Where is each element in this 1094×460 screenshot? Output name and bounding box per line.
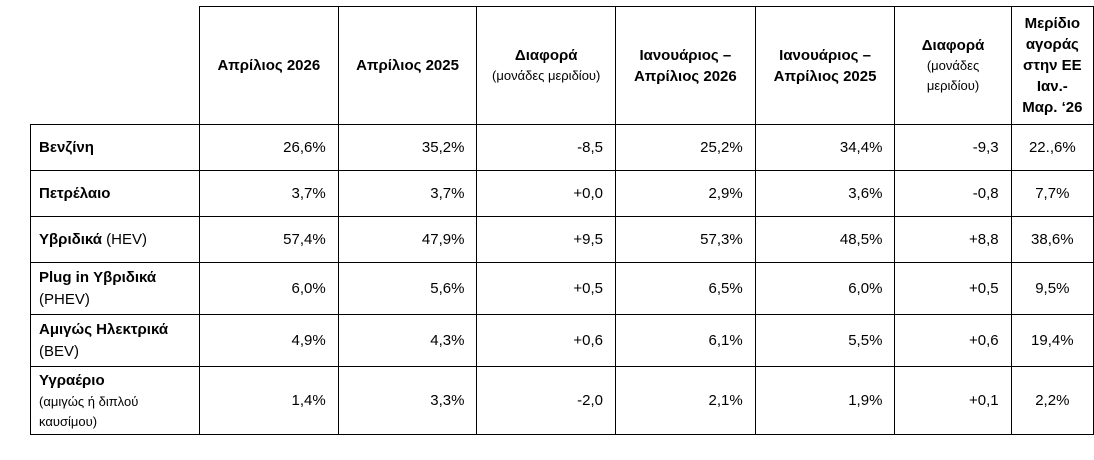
table-cell: 19,4% <box>1010 314 1094 367</box>
row-label-main: Βενζίνη <box>39 138 94 156</box>
row-label-main: Υγραέριο <box>39 371 105 389</box>
table-cell: 7,7% <box>1010 170 1094 217</box>
table-cell: +0,1 <box>894 366 1012 435</box>
table-cell: +0,0 <box>476 170 616 217</box>
table-row: Υβριδικά (HEV) 57,4% 47,9% +9,5 57,3% 48,5% +8… <box>30 216 1094 263</box>
header-april-2025: Απρίλιος 2025 <box>337 6 478 125</box>
row-label: Βενζίνη <box>30 124 200 171</box>
header-difference-note: (μονάδες μεριδίου) <box>926 58 980 93</box>
header-row: Απρίλιος 2026 Απρίλιος 2025 Διαφορά (μονά… <box>30 6 1094 125</box>
row-label: Υγραέριο (αμιγώς ή διπλού καυσίμου) <box>30 366 200 435</box>
table-cell: 2,9% <box>614 170 756 217</box>
table-cell: 1,4% <box>198 366 339 435</box>
table-cell: -9,3 <box>894 124 1012 171</box>
table-cell: 48,5% <box>754 216 896 263</box>
table-cell: 3,6% <box>754 170 896 217</box>
row-label-main: Υβριδικά <box>39 230 102 248</box>
header-april-2026: Απρίλιος 2026 <box>198 6 339 125</box>
table-cell: 22.,6% <box>1010 124 1094 171</box>
table-cell: 6,1% <box>614 314 756 367</box>
table-row: Plug in Υβριδικά (PHEV) 6,0% 5,6% +0,5 6,5% 6,… <box>30 262 1094 315</box>
table-cell: 6,0% <box>198 262 339 315</box>
table-cell: 3,3% <box>337 366 478 435</box>
row-label: Πετρέλαιο <box>30 170 200 217</box>
table-row: Πετρέλαιο 3,7% 3,7% +0,0 2,9% 3,6% -0,8 7,7% <box>30 170 1094 217</box>
table-cell: 57,4% <box>198 216 339 263</box>
table-cell: +8,8 <box>894 216 1012 263</box>
table-cell: 9,5% <box>1010 262 1094 315</box>
table-cell: 1,9% <box>754 366 896 435</box>
table-cell: 3,7% <box>198 170 339 217</box>
table-row: Αμιγώς Ηλεκτρικά (BEV) 4,9% 4,3% +0,6 6,1% 5,5… <box>30 314 1094 367</box>
row-label-main: Αμιγώς Ηλεκτρικά <box>39 320 169 338</box>
table-cell: +0,6 <box>476 314 616 367</box>
table-cell: 47,9% <box>337 216 478 263</box>
table-cell: -2,0 <box>476 366 616 435</box>
row-label: Plug in Υβριδικά (PHEV) <box>30 262 200 315</box>
market-share-table: Απρίλιος 2026 Απρίλιος 2025 Διαφορά (μονά… <box>30 6 1094 435</box>
table-cell: 34,4% <box>754 124 896 171</box>
table-cell: 57,3% <box>614 216 756 263</box>
table-cell: -0,8 <box>894 170 1012 217</box>
table-cell: 6,0% <box>754 262 896 315</box>
row-label: Αμιγώς Ηλεκτρικά (BEV) <box>30 314 200 367</box>
table-cell: 2,2% <box>1010 366 1094 435</box>
table-cell: 4,3% <box>337 314 478 367</box>
table-cell: 2,1% <box>614 366 756 435</box>
table-cell: 38,6% <box>1010 216 1094 263</box>
table-cell: 4,9% <box>198 314 339 367</box>
header-difference-note: (μονάδες μεριδίου) <box>492 68 601 83</box>
row-label-note: (HEV) <box>106 230 147 248</box>
row-label: Υβριδικά (HEV) <box>30 216 200 263</box>
table-cell: 6,5% <box>614 262 756 315</box>
header-jan-apr-2026: Ιανουάριος – Απρίλιος 2026 <box>614 6 756 125</box>
table-cell: +0,5 <box>894 262 1012 315</box>
table-row: Υγραέριο (αμιγώς ή διπλού καυσίμου) 1,4% 3,… <box>30 366 1094 435</box>
row-label-note: (BEV) <box>39 342 80 360</box>
row-label-main: Plug in Υβριδικά <box>39 268 157 286</box>
table-cell: -8,5 <box>476 124 616 171</box>
table-cell: +0,5 <box>476 262 616 315</box>
row-label-note: (αμιγώς ή διπλού καυσίμου) <box>39 393 139 429</box>
table-cell: 5,5% <box>754 314 896 367</box>
header-jan-apr-2025: Ιανουάριος – Απρίλιος 2025 <box>754 6 896 125</box>
table-cell: 5,6% <box>337 262 478 315</box>
table-cell: 35,2% <box>337 124 478 171</box>
table-cell: +9,5 <box>476 216 616 263</box>
row-label-main: Πετρέλαιο <box>39 184 111 202</box>
header-difference-period: Διαφορά (μονάδες μεριδίου) <box>894 6 1012 125</box>
header-difference-month: Διαφορά (μονάδες μεριδίου) <box>476 6 616 125</box>
table-cell: 26,6% <box>198 124 339 171</box>
header-eu-market-share: Μερίδιο αγοράς στην ΕΕ Ιαν.- Μαρ. ‘26 <box>1010 6 1094 125</box>
table-row: Βενζίνη 26,6% 35,2% -8,5 25,2% 34,4% -9,3 22.,6… <box>30 124 1094 171</box>
table-cell: 25,2% <box>614 124 756 171</box>
corner-cell <box>30 6 200 125</box>
row-label-note: (PHEV) <box>39 290 90 308</box>
table-cell: +0,6 <box>894 314 1012 367</box>
table-cell: 3,7% <box>337 170 478 217</box>
